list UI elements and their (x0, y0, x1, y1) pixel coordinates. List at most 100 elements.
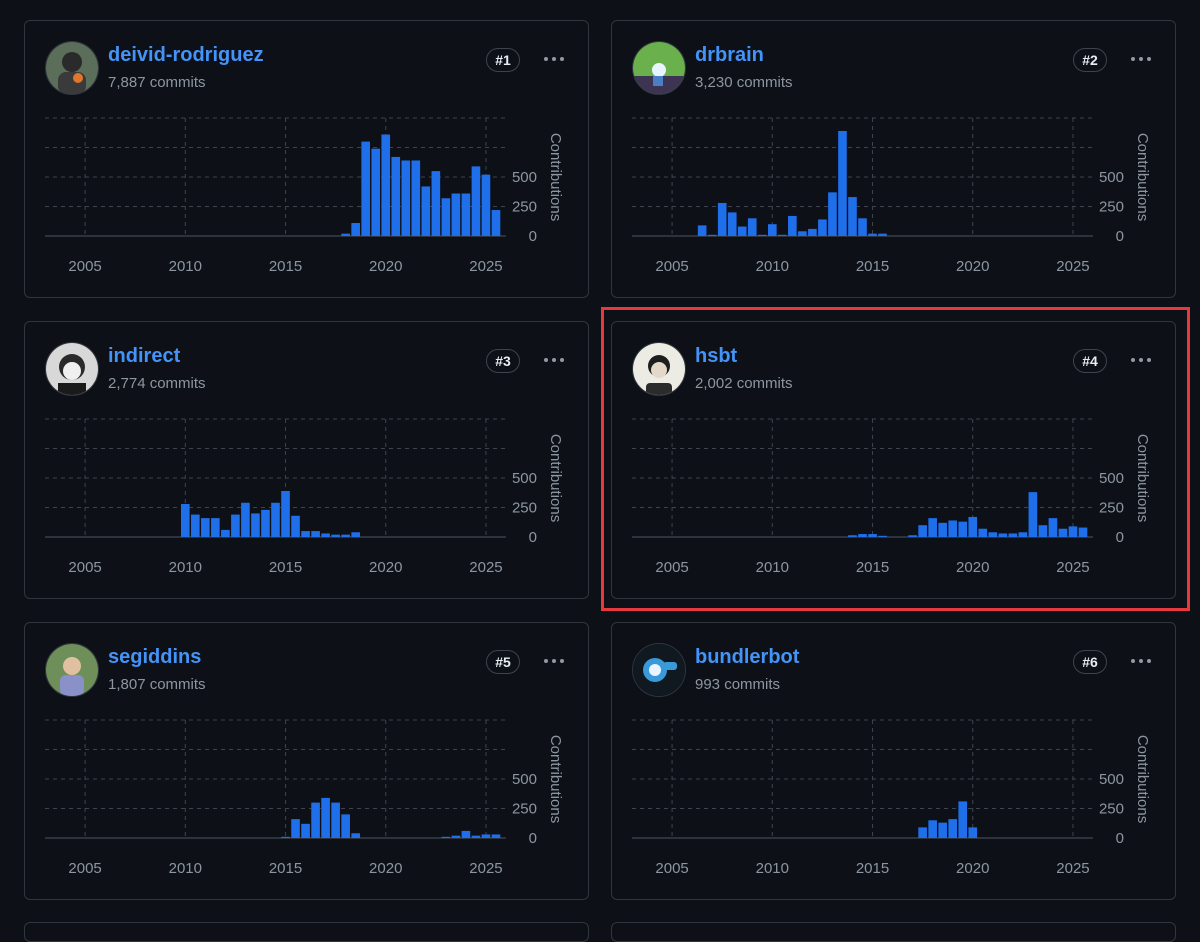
y-tick-label: 0 (1116, 228, 1124, 245)
bar (707, 234, 717, 236)
x-tick-label: 2025 (469, 258, 502, 275)
bar (958, 521, 968, 537)
bar (291, 515, 300, 537)
bar (1018, 532, 1028, 537)
bar (351, 223, 360, 236)
y-axis-label: Contributions (547, 735, 564, 823)
y-tick-label: 250 (1099, 801, 1124, 818)
kebab-horizontal-icon[interactable] (534, 648, 574, 674)
avatar[interactable] (45, 342, 99, 396)
x-tick-label: 2020 (369, 258, 402, 275)
bar (351, 532, 360, 537)
bar (351, 833, 360, 838)
avatar[interactable] (45, 41, 99, 95)
bar (928, 820, 937, 838)
bar (918, 827, 927, 838)
commit-count: 2,774 commits (108, 375, 206, 392)
bar (321, 533, 330, 537)
bar (341, 814, 350, 838)
commit-count: 1,807 commits (108, 676, 206, 693)
avatar[interactable] (632, 342, 686, 396)
x-tick-label: 2015 (269, 559, 302, 576)
bar (818, 219, 827, 236)
contributor-card-partial (24, 922, 589, 942)
x-tick-label: 2015 (856, 860, 889, 877)
bar (978, 528, 988, 537)
bar (481, 174, 491, 236)
bar (727, 212, 737, 236)
bar (361, 141, 371, 236)
bar (291, 819, 300, 838)
x-tick-label: 2020 (956, 258, 989, 275)
y-tick-label: 500 (512, 771, 537, 788)
bar (381, 134, 391, 236)
x-tick-label: 2025 (1056, 559, 1089, 576)
bar (808, 228, 817, 236)
bar (301, 531, 310, 537)
contributions-chart: 2005 2010 2015 2020 2025 500 250 0 Contributions (45, 719, 564, 877)
contributions-chart: 2005 2010 2015 2020 2025 500 250 0 Contributions (632, 117, 1151, 275)
bar (858, 534, 867, 537)
bar (491, 210, 501, 236)
x-tick-label: 2005 (655, 860, 688, 877)
bar (341, 233, 350, 236)
contributions-chart: 2005 2010 2015 2020 2025 500 250 0 Contributions (632, 719, 1151, 877)
x-tick-label: 2020 (956, 559, 989, 576)
contributions-chart: 2005 2010 2015 2020 2025 500 250 0 Contributions (45, 117, 564, 275)
bar (908, 535, 917, 537)
bar (261, 509, 270, 537)
x-tick-label: 2020 (956, 860, 989, 877)
username-link[interactable]: hsbt (695, 345, 738, 367)
bar (461, 830, 471, 838)
bar (301, 823, 310, 838)
kebab-horizontal-icon[interactable] (1121, 347, 1161, 373)
bar (241, 502, 250, 537)
username-link[interactable]: segiddins (108, 646, 202, 668)
bar (948, 819, 958, 838)
x-tick-label: 2020 (369, 860, 402, 877)
bar (958, 801, 968, 838)
bar (391, 156, 401, 236)
x-tick-label: 2010 (756, 258, 789, 275)
y-axis-label: Contributions (1134, 735, 1151, 823)
bar (461, 193, 471, 236)
y-axis-label: Contributions (547, 434, 564, 522)
y-axis-label: Contributions (547, 133, 564, 221)
y-tick-label: 500 (1099, 169, 1124, 186)
bar (311, 802, 320, 838)
username-link[interactable]: indirect (108, 345, 181, 367)
kebab-horizontal-icon[interactable] (1121, 648, 1161, 674)
bar (491, 834, 501, 838)
contributor-card: indirect 2,774 commits #3 2005 2010 2015 20… (24, 321, 589, 599)
bar (828, 192, 837, 236)
bar (1058, 528, 1068, 537)
kebab-horizontal-icon[interactable] (1121, 46, 1161, 72)
bar (968, 516, 978, 537)
x-tick-label: 2010 (169, 258, 202, 275)
bar (331, 802, 340, 838)
bar (471, 166, 481, 236)
avatar[interactable] (45, 643, 99, 697)
bar (411, 160, 421, 236)
bar (191, 514, 200, 537)
username-link[interactable]: bundlerbot (695, 646, 800, 668)
avatar[interactable] (632, 643, 686, 697)
commit-count: 2,002 commits (695, 375, 793, 392)
bar (938, 822, 947, 838)
x-tick-label: 2025 (469, 559, 502, 576)
kebab-horizontal-icon[interactable] (534, 347, 574, 373)
y-tick-label: 500 (512, 169, 537, 186)
commit-count: 3,230 commits (695, 74, 793, 91)
bar (767, 224, 777, 236)
bar (231, 514, 240, 537)
bar (798, 231, 807, 236)
y-tick-label: 0 (529, 228, 537, 245)
y-tick-label: 500 (1099, 771, 1124, 788)
x-tick-label: 2010 (756, 860, 789, 877)
avatar[interactable] (632, 41, 686, 95)
username-link[interactable]: drbrain (695, 44, 764, 66)
contributor-card: segiddins 1,807 commits #5 2005 2010 2015 2… (24, 622, 589, 900)
username-link[interactable]: deivid-rodriguez (108, 44, 264, 66)
kebab-horizontal-icon[interactable] (534, 46, 574, 72)
bar (1008, 533, 1018, 537)
